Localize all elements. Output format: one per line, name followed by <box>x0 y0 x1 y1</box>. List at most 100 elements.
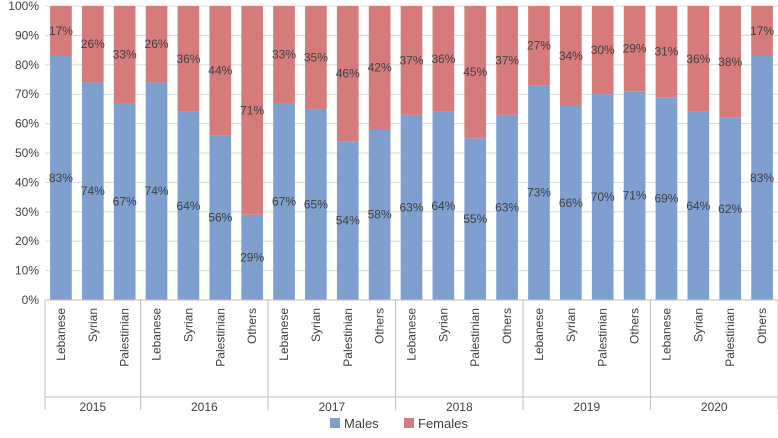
bar-females <box>751 6 773 56</box>
y-tick-label: 100% <box>8 0 39 13</box>
bar-females <box>719 6 742 118</box>
y-tick-label: 20% <box>15 234 39 248</box>
legend-swatch-females <box>404 418 414 428</box>
data-label-females: 26% <box>145 37 169 51</box>
x-group-label: 2015 <box>79 400 106 414</box>
x-group-label: 2019 <box>573 400 600 414</box>
data-label-males: 71% <box>623 189 647 203</box>
x-category-label: Others <box>755 308 769 344</box>
data-label-females: 31% <box>654 45 678 59</box>
data-label-males: 63% <box>399 200 423 214</box>
bar-males <box>273 103 295 301</box>
y-tick-label: 80% <box>15 58 39 72</box>
x-group-label: 2017 <box>318 400 345 414</box>
bar-females <box>81 6 104 83</box>
bar-males <box>305 108 327 301</box>
data-label-females: 46% <box>336 67 360 81</box>
bar-females <box>113 6 136 104</box>
bar-males <box>719 117 742 300</box>
x-group-label: 2020 <box>701 400 728 414</box>
bar-females <box>241 6 263 215</box>
data-label-males: 63% <box>495 200 519 214</box>
bar-males <box>177 111 200 300</box>
x-category-label: Others <box>373 308 387 344</box>
data-label-females: 17% <box>49 24 73 38</box>
bar-females <box>305 6 327 109</box>
x-category-label: Others <box>500 308 514 344</box>
y-tick-label: 40% <box>15 175 39 189</box>
data-label-females: 37% <box>495 53 519 67</box>
data-label-males: 65% <box>304 197 328 211</box>
data-label-females: 45% <box>463 65 487 79</box>
bar-males <box>81 82 104 300</box>
x-category-label: Others <box>628 308 642 344</box>
x-category-label: Lebanese <box>54 308 68 361</box>
x-category-label: Syrian <box>564 308 578 342</box>
data-label-males: 29% <box>240 250 264 264</box>
x-group-label: 2018 <box>446 400 473 414</box>
bar-females <box>400 6 423 115</box>
bar-females <box>496 6 518 115</box>
bar-males <box>209 135 232 300</box>
bar-females <box>560 6 582 106</box>
bar-males <box>623 91 646 300</box>
data-label-females: 30% <box>591 43 615 57</box>
bar-females <box>209 6 232 136</box>
data-label-males: 67% <box>272 195 296 209</box>
x-category-label: Palestinian <box>468 308 482 367</box>
bar-males <box>368 129 391 300</box>
data-label-males: 66% <box>559 196 583 210</box>
data-label-males: 70% <box>591 190 615 204</box>
y-tick-label: 30% <box>15 205 39 219</box>
y-tick-label: 10% <box>15 264 39 278</box>
bar-females <box>591 6 614 95</box>
data-label-males: 64% <box>176 199 200 213</box>
data-label-females: 38% <box>718 55 742 69</box>
data-label-females: 35% <box>304 50 328 64</box>
bar-males <box>560 105 582 301</box>
bar-females <box>50 6 72 56</box>
bar-females <box>273 6 295 104</box>
bar-males <box>400 114 423 300</box>
x-category-label: Palestinian <box>118 308 132 367</box>
data-label-males: 74% <box>145 184 169 198</box>
x-category-label: Syrian <box>691 308 705 342</box>
x-category-label: Palestinian <box>723 308 737 367</box>
data-label-males: 73% <box>527 186 551 200</box>
bar-females <box>145 6 168 83</box>
x-category-label: Syrian <box>181 308 195 342</box>
data-label-females: 36% <box>686 52 710 66</box>
data-label-females: 33% <box>113 48 137 62</box>
bar-males <box>145 82 168 300</box>
x-category-label: Syrian <box>86 308 100 342</box>
data-label-males: 67% <box>113 195 137 209</box>
bar-males <box>50 55 72 301</box>
data-label-males: 64% <box>431 199 455 213</box>
x-category-label: Lebanese <box>659 308 673 361</box>
y-tick-label: 90% <box>15 28 39 42</box>
bar-females <box>368 6 391 130</box>
data-label-males: 56% <box>208 211 232 225</box>
data-label-females: 71% <box>240 103 264 117</box>
bar-males <box>528 85 550 300</box>
bar-males <box>241 214 263 300</box>
x-category-label: Lebanese <box>532 308 546 361</box>
x-category-label: Lebanese <box>277 308 291 361</box>
x-group-label: 2016 <box>191 400 218 414</box>
bar-males <box>591 94 614 300</box>
bar-females <box>432 6 455 112</box>
bar-females <box>687 6 710 112</box>
bar-males <box>336 141 359 300</box>
bar-males <box>496 114 518 300</box>
data-label-males: 69% <box>654 192 678 206</box>
x-category-label: Others <box>245 308 259 344</box>
y-tick-label: 60% <box>15 117 39 131</box>
bar-males <box>687 111 710 300</box>
bar-females <box>623 6 646 92</box>
data-label-females: 33% <box>272 48 296 62</box>
bar-females <box>336 6 359 142</box>
data-label-males: 74% <box>81 184 105 198</box>
data-label-males: 64% <box>686 199 710 213</box>
